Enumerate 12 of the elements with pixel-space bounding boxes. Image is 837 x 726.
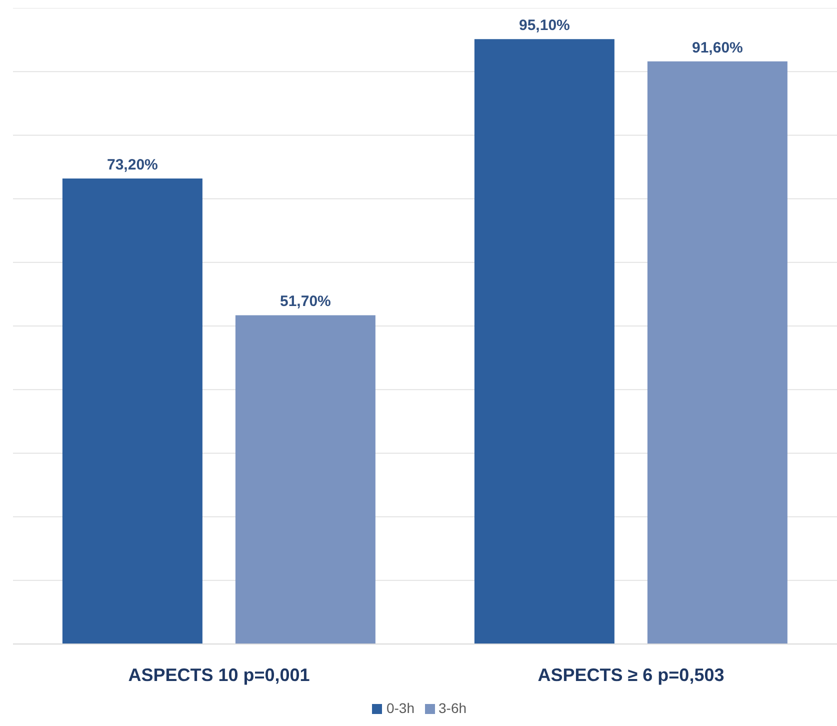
data-label: 91,60% — [692, 39, 743, 56]
x-tick-label: ASPECTS 10 p=0,001 — [128, 664, 310, 685]
legend-label: 3-6h — [438, 700, 467, 716]
bar — [647, 61, 788, 644]
legend-label: 0-3h — [386, 700, 414, 716]
x-tick-label: ASPECTS ≥ 6 p=0,503 — [538, 664, 724, 685]
data-label: 73,20% — [107, 156, 158, 174]
bar — [62, 178, 202, 644]
data-label: 95,10% — [519, 17, 570, 34]
bar — [235, 315, 376, 644]
data-label: 51,70% — [280, 293, 331, 310]
bar — [474, 39, 614, 644]
